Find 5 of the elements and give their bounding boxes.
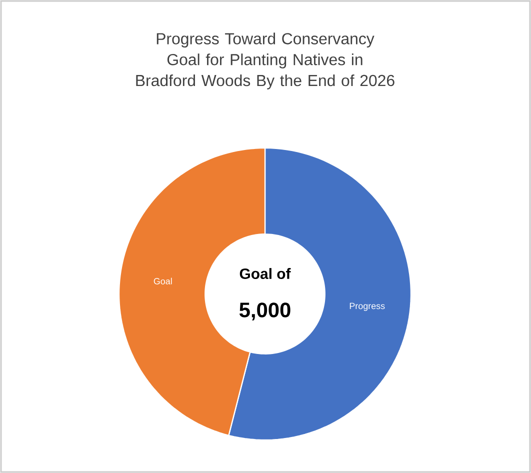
chart-title: Progress Toward Conservancy Goal for Planting Natives in Bradford Woods By the End of 2026 xyxy=(136,32,394,90)
text: 5,000 xyxy=(239,302,290,320)
slice-label: Goal xyxy=(154,278,172,284)
text: Goal of xyxy=(240,268,291,280)
slice-label: Progress xyxy=(350,302,385,311)
